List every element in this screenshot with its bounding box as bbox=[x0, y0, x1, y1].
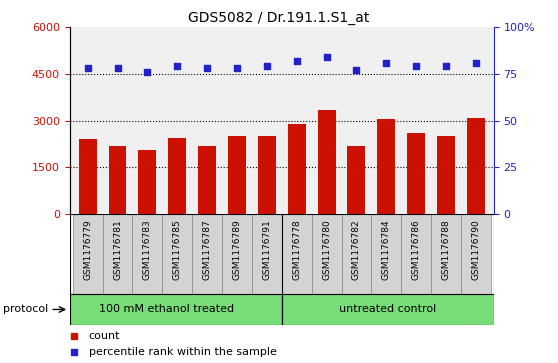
Text: GSM1176781: GSM1176781 bbox=[113, 219, 122, 280]
Text: untreated control: untreated control bbox=[339, 305, 436, 314]
Bar bbox=[377, 119, 395, 214]
Point bbox=[262, 64, 271, 69]
Text: GSM1176791: GSM1176791 bbox=[262, 219, 271, 280]
Bar bbox=[252, 214, 282, 294]
Point bbox=[233, 65, 242, 71]
Bar bbox=[282, 214, 312, 294]
Text: GSM1176788: GSM1176788 bbox=[441, 219, 450, 280]
Bar bbox=[318, 110, 335, 214]
Text: GSM1176789: GSM1176789 bbox=[233, 219, 242, 280]
Text: GSM1176790: GSM1176790 bbox=[472, 219, 480, 280]
Text: GSM1176786: GSM1176786 bbox=[412, 219, 421, 280]
Text: GSM1176778: GSM1176778 bbox=[292, 219, 301, 280]
Point bbox=[113, 65, 122, 71]
Bar bbox=[348, 146, 365, 214]
Bar bbox=[407, 133, 425, 214]
Point bbox=[83, 65, 92, 71]
Bar bbox=[467, 118, 485, 214]
Text: GSM1176784: GSM1176784 bbox=[382, 219, 391, 280]
Bar bbox=[461, 214, 491, 294]
Point bbox=[352, 67, 361, 73]
Bar bbox=[73, 214, 103, 294]
Point bbox=[441, 64, 450, 69]
Text: GSM1176787: GSM1176787 bbox=[203, 219, 211, 280]
Bar bbox=[132, 214, 162, 294]
Text: GSM1176779: GSM1176779 bbox=[83, 219, 92, 280]
Bar bbox=[288, 124, 306, 214]
Point bbox=[382, 60, 391, 66]
Text: GSM1176780: GSM1176780 bbox=[322, 219, 331, 280]
Bar bbox=[401, 214, 431, 294]
Text: 100 mM ethanol treated: 100 mM ethanol treated bbox=[99, 305, 234, 314]
Bar bbox=[70, 294, 282, 325]
Text: GSM1176785: GSM1176785 bbox=[173, 219, 182, 280]
Text: percentile rank within the sample: percentile rank within the sample bbox=[89, 347, 277, 357]
Bar bbox=[162, 214, 192, 294]
Point bbox=[203, 65, 211, 71]
Bar bbox=[282, 294, 494, 325]
Point bbox=[143, 69, 152, 75]
Bar bbox=[103, 214, 132, 294]
Bar bbox=[258, 136, 276, 214]
Bar bbox=[169, 138, 186, 214]
Bar bbox=[109, 146, 127, 214]
Bar bbox=[228, 136, 246, 214]
Bar bbox=[192, 214, 222, 294]
Point bbox=[472, 60, 480, 66]
Point bbox=[292, 58, 301, 64]
Point bbox=[412, 64, 421, 69]
Text: GSM1176783: GSM1176783 bbox=[143, 219, 152, 280]
Bar bbox=[79, 139, 97, 214]
Bar bbox=[138, 150, 156, 214]
Bar bbox=[437, 136, 455, 214]
Bar bbox=[222, 214, 252, 294]
Bar bbox=[431, 214, 461, 294]
Text: GDS5082 / Dr.191.1.S1_at: GDS5082 / Dr.191.1.S1_at bbox=[188, 11, 370, 25]
Point bbox=[173, 64, 182, 69]
Text: count: count bbox=[89, 331, 121, 340]
Bar bbox=[312, 214, 341, 294]
Text: protocol: protocol bbox=[3, 305, 48, 314]
Bar bbox=[372, 214, 401, 294]
Point bbox=[322, 54, 331, 60]
Bar bbox=[198, 146, 216, 214]
Bar bbox=[341, 214, 372, 294]
Text: GSM1176782: GSM1176782 bbox=[352, 219, 361, 280]
